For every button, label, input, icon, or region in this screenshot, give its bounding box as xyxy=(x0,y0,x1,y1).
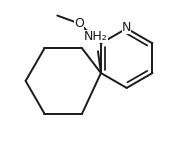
Text: O: O xyxy=(74,17,84,30)
Text: N: N xyxy=(122,21,131,34)
Text: NH₂: NH₂ xyxy=(84,30,108,43)
